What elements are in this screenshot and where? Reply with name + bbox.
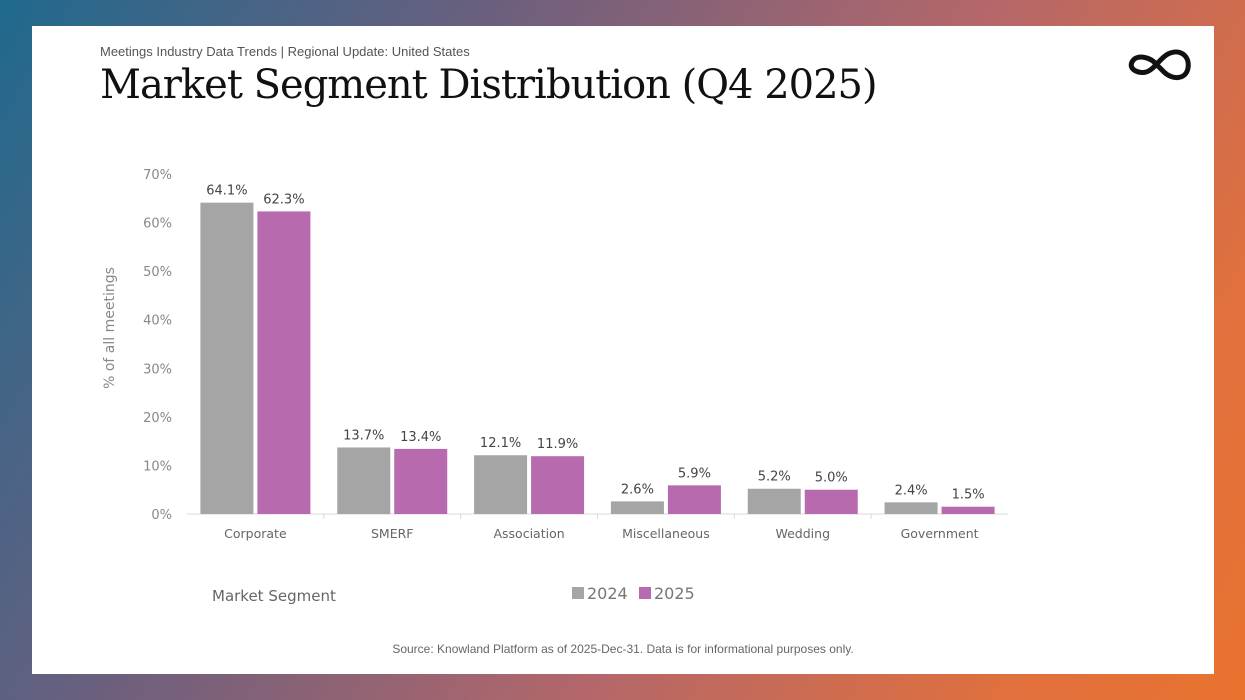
- data-label: 62.3%: [263, 192, 304, 207]
- bar-2024-government: [884, 502, 938, 514]
- y-tick-label: 30%: [143, 362, 172, 377]
- slide-card: Meetings Industry Data Trends | Regional…: [32, 26, 1214, 674]
- data-label: 11.9%: [537, 437, 578, 452]
- legend-label: 2024: [587, 584, 628, 603]
- data-label: 5.0%: [815, 471, 848, 486]
- data-label: 13.7%: [343, 428, 384, 443]
- x-axis-title: Market Segment: [212, 587, 336, 605]
- data-label: 64.1%: [206, 184, 247, 199]
- subtitle: Meetings Industry Data Trends | Regional…: [100, 44, 470, 59]
- data-label: 1.5%: [952, 488, 985, 503]
- x-tick-label: Government: [901, 526, 979, 541]
- y-tick-label: 40%: [143, 314, 172, 329]
- bar-2024-smerf: [337, 447, 391, 514]
- legend-label: 2025: [654, 584, 695, 603]
- legend-swatch-2024: [572, 587, 584, 599]
- legend-swatch-2025: [639, 587, 651, 599]
- page-title: Market Segment Distribution (Q4 2025): [100, 62, 878, 108]
- source-note: Source: Knowland Platform as of 2025-Dec…: [392, 642, 854, 656]
- x-tick-label: Corporate: [224, 526, 287, 541]
- y-axis-title: % of all meetings: [102, 267, 118, 389]
- bar-2025-miscellaneous: [667, 485, 721, 514]
- bar-2025-association: [531, 456, 585, 514]
- x-tick-label: Association: [493, 526, 564, 541]
- data-label: 12.1%: [480, 436, 521, 451]
- y-tick-label: 0%: [151, 508, 172, 523]
- bar-2024-wedding: [747, 488, 801, 514]
- x-tick-label: Wedding: [775, 526, 830, 541]
- infinity-logo-icon: [1128, 49, 1191, 80]
- y-tick-label: 70%: [143, 168, 172, 183]
- bar-2024-corporate: [200, 202, 254, 514]
- y-tick-label: 50%: [143, 265, 172, 280]
- y-tick-label: 20%: [143, 411, 172, 426]
- bar-2024-association: [474, 455, 528, 514]
- x-tick-label: Miscellaneous: [622, 526, 710, 541]
- data-label: 2.4%: [895, 483, 928, 498]
- bar-2025-government: [941, 506, 995, 514]
- bar-2024-miscellaneous: [610, 501, 664, 514]
- y-tick-label: 60%: [143, 217, 172, 232]
- data-label: 5.2%: [758, 470, 791, 485]
- y-tick-label: 10%: [143, 459, 172, 474]
- bar-2025-corporate: [257, 211, 311, 514]
- data-label: 5.9%: [678, 466, 711, 481]
- data-label: 13.4%: [400, 430, 441, 445]
- bar-chart: 0% 10% 20% 30% 40% 50% 60% 70% Corporate 64.1% 62.…: [102, 168, 1008, 605]
- bar-2025-smerf: [394, 448, 448, 514]
- x-tick-label: SMERF: [371, 526, 414, 541]
- data-label: 2.6%: [621, 482, 654, 497]
- bar-2025-wedding: [804, 489, 858, 514]
